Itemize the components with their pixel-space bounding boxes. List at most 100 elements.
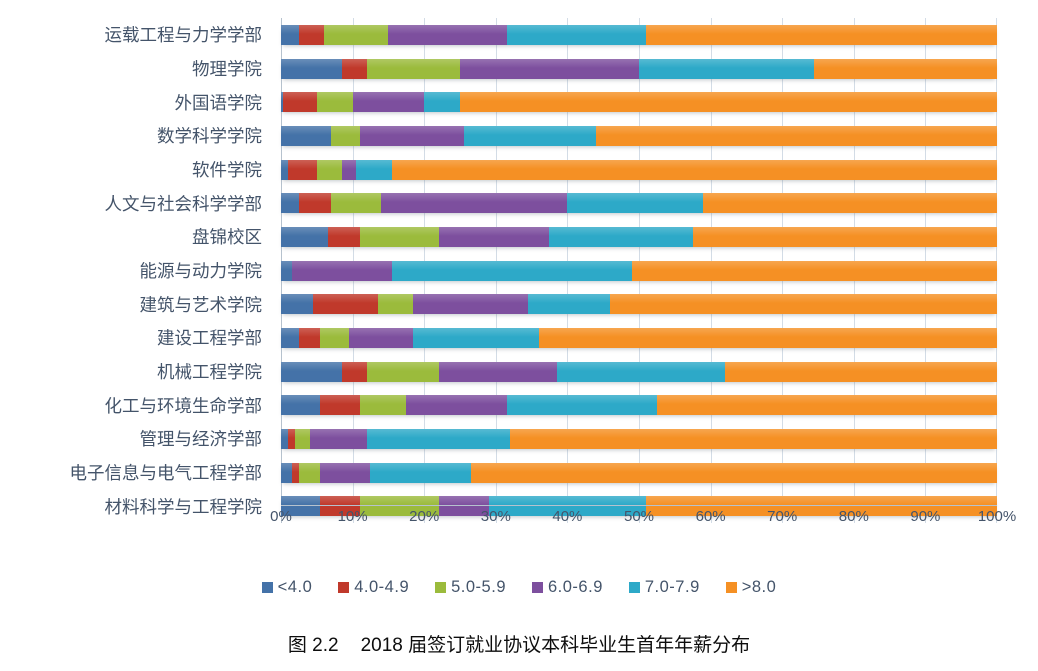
bar-segment: [638, 58, 815, 79]
stacked-bar: [281, 428, 997, 449]
bar-segment: [424, 92, 460, 113]
bar-row: [281, 52, 997, 86]
bar-row: [281, 287, 997, 321]
category-label: 数学科学学院: [157, 126, 262, 147]
bar-segment: [463, 125, 597, 146]
bar-segment: [377, 294, 414, 315]
category-label: 建筑与艺术学院: [139, 294, 263, 315]
x-axis-tick-labels: 0% 10% 20% 30% 40% 50% 60% 70% 80% 90% 100%: [270, 508, 1016, 534]
bar-segment: [510, 428, 997, 449]
bar-segment: [366, 58, 461, 79]
bar-segment: [327, 226, 360, 247]
bar-segment: [470, 462, 998, 483]
bar-row: [281, 388, 998, 422]
legend-item[interactable]: <4.0: [261, 578, 313, 597]
bar-row: [281, 422, 997, 456]
category-label: 物理学院: [192, 59, 262, 79]
caption-figure-number: 图 2.2: [287, 635, 339, 656]
bar-segment: [298, 462, 321, 483]
bar-segment: [281, 58, 342, 79]
caption-text: 2018 届签订就业协议本科毕业生首年年薪分布: [360, 635, 751, 656]
legend-swatch-icon: [261, 582, 273, 593]
x-tick-label: 10%: [337, 508, 368, 525]
bar-segment: [281, 226, 328, 247]
stacked-bar: [281, 361, 998, 382]
bar-segment: [295, 428, 310, 449]
bar-segment: [488, 496, 647, 517]
bar-segment: [438, 496, 489, 517]
stacked-bar: [281, 294, 997, 315]
bar-segment: [724, 361, 998, 382]
legend-swatch-icon: [628, 582, 640, 593]
bar-row: [281, 85, 997, 119]
bar-segment: [413, 327, 540, 348]
bar-segment: [281, 327, 299, 348]
legend-item[interactable]: 7.0-7.9: [628, 578, 700, 597]
bar-segment: [281, 193, 299, 214]
bar-segment: [348, 327, 414, 348]
x-tick-label: 50%: [623, 508, 655, 525]
bar-segment: [316, 92, 353, 113]
bar-segment: [298, 193, 332, 214]
bar-segment: [391, 260, 632, 281]
bar-segment: [656, 395, 998, 416]
bar-segment: [341, 159, 357, 180]
bar-segment: [281, 260, 292, 281]
bar-segment: [359, 496, 439, 517]
bar-segment: [814, 58, 997, 79]
stacked-bar: [281, 159, 997, 180]
category-label: 运载工程与力学学部: [104, 25, 263, 46]
bar-segment: [567, 193, 704, 214]
bar-segment: [352, 92, 425, 113]
bar-segment: [331, 193, 382, 214]
category-label: 软件学院: [192, 160, 262, 181]
legend-item[interactable]: 5.0-5.9: [435, 578, 506, 597]
bar-segment: [549, 226, 693, 247]
legend-item[interactable]: >8.0: [725, 578, 777, 597]
bar-segment: [406, 395, 507, 416]
bar-segment: [298, 327, 321, 348]
bar-segment: [281, 294, 314, 315]
stacked-bar: [281, 24, 997, 45]
legend-item[interactable]: 4.0-4.9: [338, 578, 409, 597]
bar-segment: [556, 361, 726, 382]
category-label: 盘锦校区: [192, 227, 262, 248]
bar-segment: [331, 125, 360, 146]
bar-segment: [391, 159, 997, 180]
legend-item[interactable]: 6.0-6.9: [532, 578, 603, 597]
bar-segment: [291, 260, 393, 281]
stacked-bar: [281, 226, 998, 247]
bar-segment: [356, 159, 392, 180]
legend-swatch-icon: [532, 582, 543, 593]
x-tick-label: 0%: [270, 508, 292, 525]
bar-segment: [281, 428, 289, 449]
bar-segment: [291, 462, 300, 483]
legend-swatch-icon: [435, 582, 447, 593]
bar-segment: [281, 496, 321, 517]
bar-segment: [506, 24, 647, 45]
bar-segment: [316, 159, 342, 180]
chart-plot-region: 运载工程与力学学部 物理学院 外国语学院 数学科学学院 软件学院 人文与社会科学学部 盘锦校…: [0, 18, 1038, 558]
legend-label: 7.0-7.9: [644, 578, 700, 596]
stacked-bar: [281, 260, 998, 281]
chart-legend: <4.0 4.0-4.9 5.0-5.9 6.0-6.9 7.0-7.9 >8.0: [0, 578, 1038, 597]
bar-segment: [313, 294, 379, 315]
bar-segment: [288, 159, 317, 180]
bar-segment: [506, 395, 658, 416]
bar-row: [281, 456, 998, 490]
bar-segment: [610, 294, 997, 315]
stacked-bar: [281, 496, 997, 517]
bar-row: [281, 355, 998, 389]
bar-segment: [341, 58, 367, 79]
category-label: 化工与环境生命学部: [104, 395, 263, 416]
x-tick-label: 60%: [695, 508, 726, 525]
stacked-bar: [281, 92, 997, 113]
bar-segment: [341, 361, 367, 382]
category-label: 材料科学与工程学院: [104, 496, 263, 517]
bar-segment: [288, 428, 296, 449]
stacked-bar: [281, 193, 997, 214]
legend-label: 6.0-6.9: [548, 578, 603, 596]
bar-segment: [646, 496, 997, 517]
bar-segment: [281, 125, 332, 146]
